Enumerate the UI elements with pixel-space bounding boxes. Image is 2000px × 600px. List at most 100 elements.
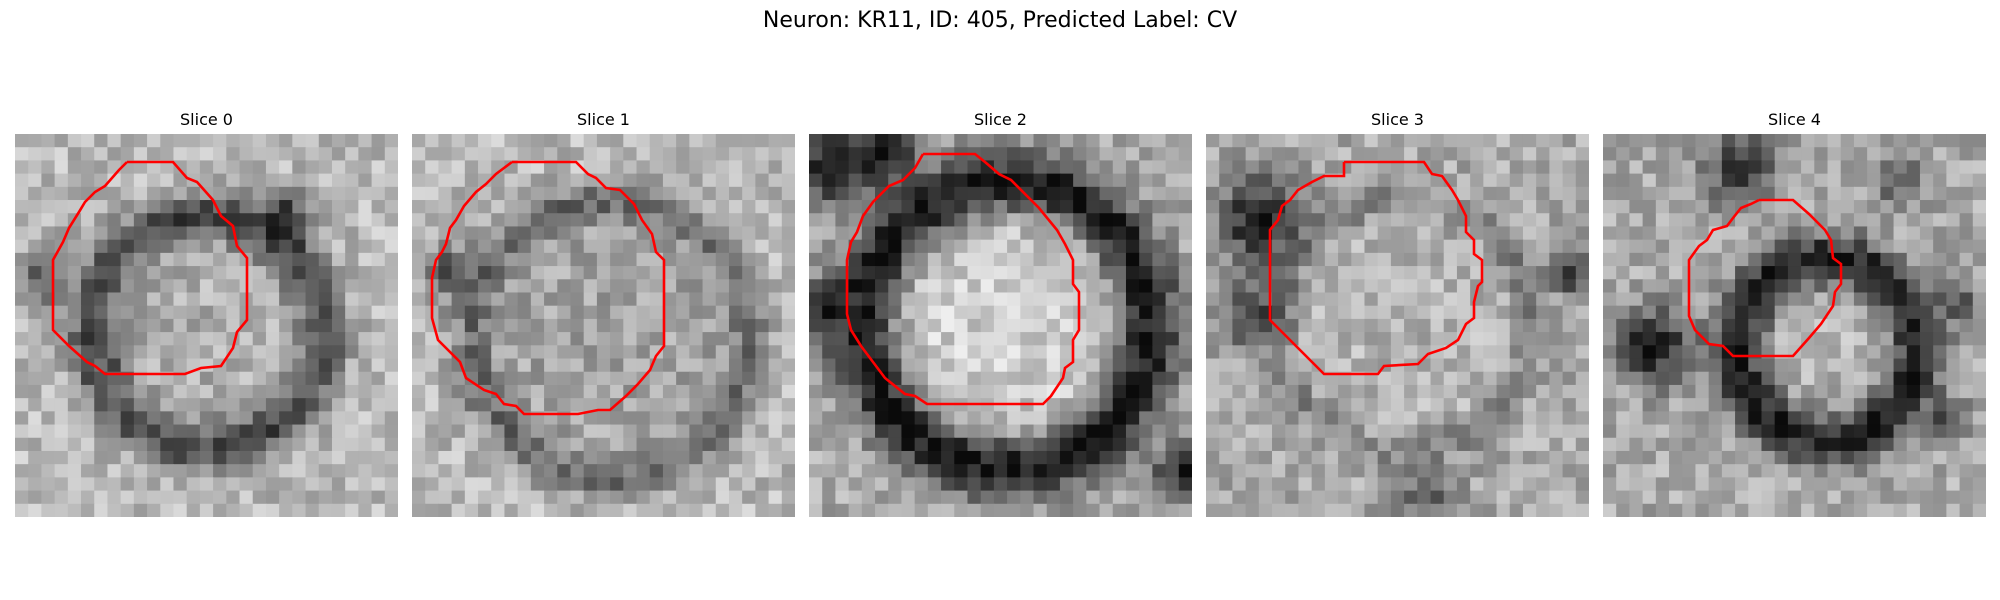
pixel bbox=[1099, 332, 1114, 346]
pixel bbox=[41, 424, 56, 439]
pixel bbox=[1139, 424, 1153, 439]
pixel bbox=[1073, 186, 1087, 201]
pixel bbox=[1483, 318, 1498, 333]
pixel bbox=[1629, 266, 1644, 280]
pixel bbox=[1417, 318, 1432, 333]
pixel bbox=[888, 186, 903, 201]
pixel bbox=[1430, 160, 1445, 175]
pixel bbox=[147, 173, 161, 188]
pixel bbox=[1020, 160, 1035, 175]
pixel bbox=[1906, 292, 1921, 307]
pixel bbox=[1919, 213, 1934, 228]
pixel bbox=[1245, 490, 1260, 505]
pixel bbox=[1536, 134, 1550, 148]
pixel bbox=[1417, 134, 1432, 148]
pixel bbox=[265, 160, 280, 175]
pixel bbox=[1682, 186, 1697, 201]
pixel bbox=[81, 464, 95, 478]
pixel bbox=[1893, 252, 1908, 267]
pixel bbox=[544, 279, 558, 294]
pixel bbox=[1655, 292, 1670, 307]
pixel bbox=[1669, 411, 1683, 426]
pixel bbox=[1430, 398, 1445, 412]
pixel bbox=[1721, 134, 1736, 148]
pixel bbox=[1880, 147, 1895, 162]
pixel bbox=[1522, 134, 1537, 148]
pixel bbox=[1801, 437, 1815, 452]
pixel bbox=[993, 318, 1008, 333]
pixel bbox=[371, 160, 386, 175]
pixel bbox=[1338, 424, 1352, 439]
pixel bbox=[781, 345, 795, 360]
pixel bbox=[1059, 292, 1074, 307]
pixel bbox=[279, 279, 293, 294]
pixel bbox=[993, 384, 1008, 399]
pixel bbox=[318, 464, 333, 478]
pixel bbox=[768, 160, 783, 175]
pixel bbox=[557, 239, 572, 254]
pixel bbox=[1695, 134, 1710, 148]
pixel bbox=[305, 160, 320, 175]
pixel bbox=[464, 358, 479, 373]
pixel bbox=[1536, 147, 1550, 162]
pixel bbox=[1232, 186, 1247, 201]
slice-1-svg bbox=[412, 134, 795, 517]
pixel bbox=[1575, 464, 1589, 478]
pixel bbox=[1509, 503, 1524, 517]
pixel bbox=[1020, 464, 1035, 478]
pixel bbox=[1099, 134, 1114, 148]
pixel bbox=[1761, 318, 1776, 333]
pixel bbox=[1099, 279, 1114, 294]
pixel bbox=[160, 437, 175, 452]
pixel bbox=[1059, 266, 1074, 280]
pixel bbox=[901, 186, 916, 201]
pixel bbox=[252, 477, 267, 492]
pixel bbox=[676, 160, 690, 175]
pixel bbox=[1430, 266, 1445, 280]
pixel bbox=[1404, 384, 1418, 399]
pixel bbox=[213, 186, 227, 201]
pixel bbox=[927, 384, 942, 399]
pixel bbox=[1020, 200, 1035, 214]
pixel bbox=[1165, 371, 1180, 386]
pixel bbox=[1206, 134, 1220, 148]
pixel bbox=[213, 477, 227, 492]
pixel bbox=[1669, 384, 1683, 399]
pixel bbox=[1562, 318, 1577, 333]
pixel bbox=[1033, 200, 1048, 214]
pixel bbox=[1430, 464, 1445, 478]
pixel bbox=[1298, 252, 1313, 267]
pixel bbox=[1258, 160, 1273, 175]
pixel bbox=[1324, 147, 1339, 162]
pixel bbox=[478, 411, 492, 426]
pixel bbox=[1708, 358, 1723, 373]
pixel bbox=[1761, 437, 1776, 452]
pixel bbox=[252, 200, 267, 214]
pixel bbox=[1007, 318, 1021, 333]
pixel bbox=[1748, 252, 1763, 267]
pixel bbox=[1232, 477, 1247, 492]
pixel bbox=[636, 266, 651, 280]
pixel bbox=[875, 266, 889, 280]
pixel bbox=[1919, 279, 1934, 294]
pixel bbox=[1801, 411, 1815, 426]
pixel bbox=[888, 200, 903, 214]
pixel bbox=[1655, 464, 1670, 478]
pixel bbox=[412, 424, 426, 439]
pixel bbox=[1562, 490, 1577, 505]
pixel bbox=[1338, 411, 1352, 426]
pixel bbox=[1867, 464, 1881, 478]
pixel bbox=[1285, 503, 1300, 517]
pixel bbox=[967, 186, 982, 201]
pixel bbox=[1827, 424, 1842, 439]
pixel bbox=[239, 186, 254, 201]
pixel bbox=[1483, 371, 1498, 386]
pixel bbox=[689, 345, 704, 360]
pixel bbox=[1496, 226, 1511, 241]
pixel bbox=[28, 305, 43, 320]
pixel bbox=[1073, 450, 1087, 465]
pixel bbox=[623, 424, 638, 439]
pixel bbox=[425, 358, 440, 373]
pixel bbox=[1827, 160, 1842, 175]
pixel bbox=[371, 266, 386, 280]
